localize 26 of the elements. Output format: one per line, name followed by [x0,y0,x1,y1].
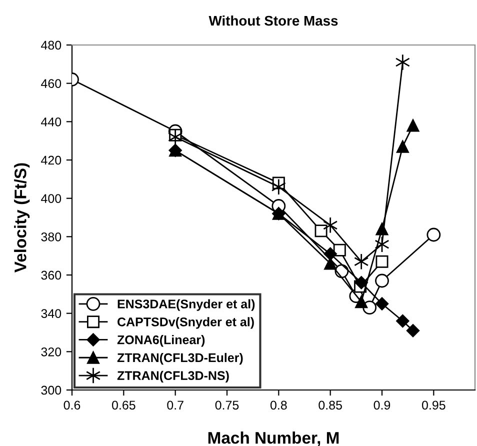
y-tick-label: 440 [41,117,62,126]
x-tick-label: 0.7 [167,400,184,410]
x-axis-title: Mach Number, M [208,432,339,446]
y-tick-label: 460 [41,79,62,88]
chart-title: Without Store Mass [208,15,338,26]
legend-label: ZTRAN(CFL3D-NS) [117,370,229,382]
x-tick-label: 0.6 [64,400,80,410]
legend-label: CAPTSDv(Snyder et al) [118,317,254,329]
x-tick-label: 0.8 [270,400,287,410]
x-tick-label: 0.95 [422,400,446,410]
y-tick-label: 380 [41,232,62,242]
y-tick-label: 300 [41,386,62,395]
y-tick-label: 420 [41,156,62,165]
y-axis-title: Velocity (Ft/S) [14,163,30,272]
y-tick-label: 480 [41,40,62,50]
y-tick-label: 400 [41,194,62,203]
y-tick-label: 340 [41,309,62,318]
y-tick-label: 320 [41,347,62,356]
x-tick-label: 0.9 [374,400,390,410]
x-tick-label: 0.75 [215,400,239,410]
x-tick-label: 0.65 [112,400,136,410]
legend-label: ENS3DAE(Snyder et al) [118,299,255,311]
y-tick-label: 360 [41,270,62,280]
legend-label: ZTRAN(CFL3D-Euler) [117,352,243,365]
legend-label: ZONA6(Linear) [117,335,205,347]
x-tick-label: 0.85 [318,400,342,410]
